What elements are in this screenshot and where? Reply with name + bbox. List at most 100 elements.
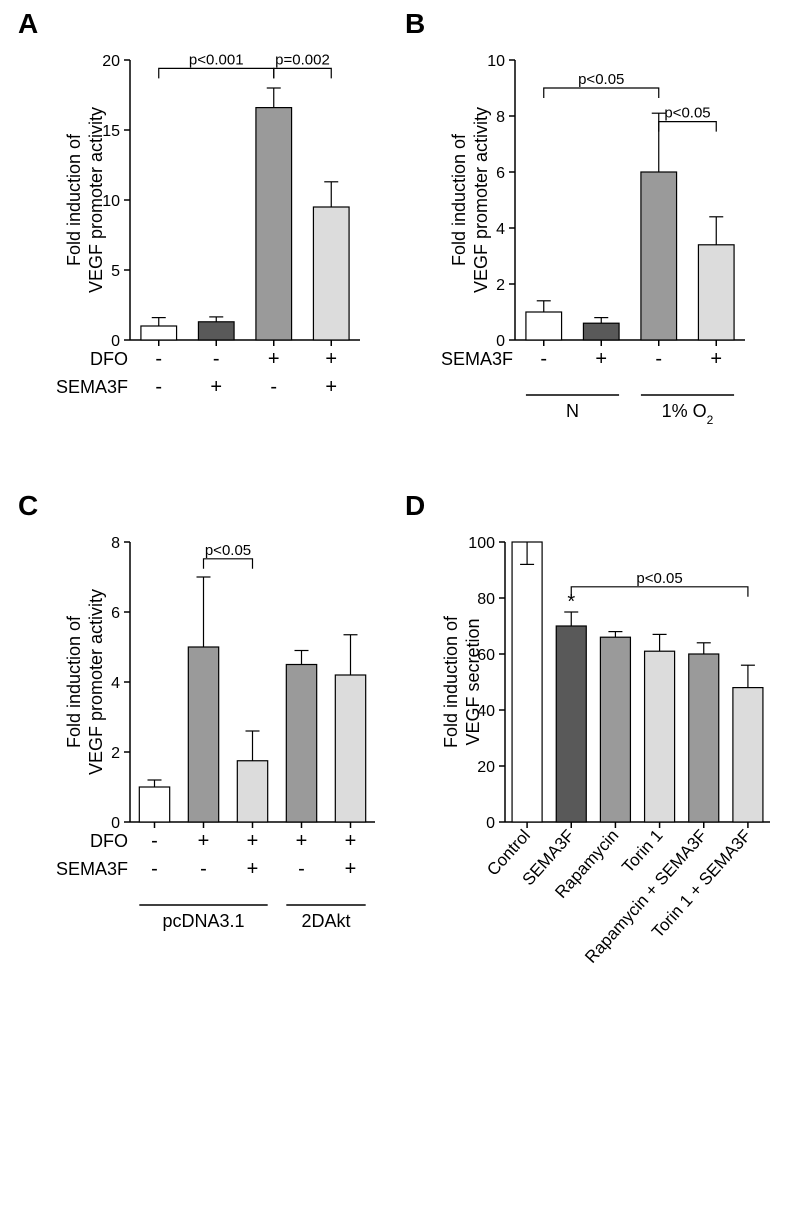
panel-b-ylabel1: Fold induction of (449, 133, 469, 266)
svg-text:-: - (151, 830, 158, 852)
panel-d-ylabel2: VEGF secretion (463, 618, 483, 745)
figure: A 05101520 p<0.001p=0.002 Fold induction… (0, 0, 787, 1226)
panel-a-yticks: 05101520 (102, 53, 130, 350)
svg-text:DFO: DFO (90, 831, 128, 851)
svg-text:+: + (345, 858, 357, 880)
panel-d-plot: 020406080100 * p<0.05 ControlSEMA3FRapam… (468, 535, 770, 967)
svg-text:+: + (247, 830, 259, 852)
panel-a-ylabel1: Fold induction of (64, 133, 84, 266)
panel-b-sig: p<0.05 p<0.05 (544, 71, 717, 132)
svg-text:-: - (655, 348, 662, 370)
panel-c: 02468 p<0.05 Fold induction of VEGF prom… (40, 512, 385, 992)
svg-text:5: 5 (111, 263, 120, 280)
svg-text:10: 10 (487, 53, 505, 70)
panel-c-label: C (18, 490, 38, 522)
svg-text:2: 2 (496, 277, 505, 294)
bar (198, 322, 234, 340)
svg-text:DFO: DFO (90, 349, 128, 369)
svg-text:2: 2 (111, 745, 120, 762)
svg-text:20: 20 (477, 759, 495, 776)
panel-b-groups: N1% O2 (526, 395, 734, 427)
svg-text:p=0.002: p=0.002 (275, 51, 330, 68)
svg-text:0: 0 (111, 333, 120, 350)
svg-text:+: + (268, 348, 280, 370)
panel-c-plot: 0 2 4 6 8 p<0.05 (111, 535, 375, 832)
panel-d-svg: 020406080100 * p<0.05 ControlSEMA3FRapam… (425, 512, 780, 1212)
svg-text:p<0.05: p<0.05 (636, 570, 682, 587)
panel-b: 0246810 p<0.05p<0.05 Fold induction of V… (425, 30, 765, 460)
svg-text:0: 0 (111, 815, 120, 832)
panel-a-plot: 05101520 p<0.001p=0.002 (102, 51, 360, 350)
panel-a: 05101520 p<0.001p=0.002 Fold induction o… (40, 30, 380, 460)
bar (256, 108, 292, 340)
panel-b-plot: 0246810 p<0.05p<0.05 (487, 53, 745, 350)
panel-c-groups: pcDNA3.1 2DAkt (139, 905, 365, 931)
panel-d-ylabel1: Fold induction of (441, 615, 461, 748)
panel-c-sig: p<0.05 (204, 542, 253, 569)
svg-text:p<0.05: p<0.05 (664, 105, 710, 122)
bar (141, 326, 177, 340)
panel-b-yticks: 0246810 (487, 53, 515, 350)
panel-b-ylabel2: VEGF promoter activity (471, 107, 491, 293)
bar (335, 675, 365, 822)
svg-text:8: 8 (496, 109, 505, 126)
svg-text:4: 4 (111, 675, 120, 692)
svg-text:+: + (198, 830, 210, 852)
svg-text:4: 4 (496, 221, 505, 238)
bar (645, 651, 675, 822)
panel-c-ylabel1: Fold induction of (64, 615, 84, 748)
svg-text:p<0.05: p<0.05 (578, 71, 624, 88)
svg-text:pcDNA3.1: pcDNA3.1 (162, 911, 244, 931)
svg-text:-: - (151, 858, 158, 880)
svg-text:-: - (540, 348, 547, 370)
svg-text:+: + (595, 348, 607, 370)
svg-text:20: 20 (102, 53, 120, 70)
bar (641, 172, 677, 340)
panel-c-rows: DFO-++++SEMA3F--+-+ (56, 830, 356, 880)
bar (139, 787, 169, 822)
panel-a-rows: DFO--++SEMA3F-+-+ (56, 348, 337, 398)
panel-a-svg: 05101520 p<0.001p=0.002 Fold induction o… (40, 30, 380, 460)
bar (286, 665, 316, 823)
svg-text:+: + (325, 376, 337, 398)
bar (583, 323, 619, 340)
svg-text:-: - (213, 348, 220, 370)
bar (689, 654, 719, 822)
svg-text:80: 80 (477, 591, 495, 608)
bar (512, 542, 542, 822)
panel-b-rows: SEMA3F-+-+ (441, 348, 722, 370)
panel-d-sig: p<0.05 (571, 570, 748, 597)
svg-text:SEMA3F: SEMA3F (56, 377, 128, 397)
svg-text:100: 100 (468, 535, 495, 552)
svg-text:2DAkt: 2DAkt (301, 911, 350, 931)
bar (556, 626, 586, 822)
bar (526, 312, 562, 340)
panel-a-ylabel2: VEGF promoter activity (86, 107, 106, 293)
bar (188, 647, 218, 822)
svg-text:8: 8 (111, 535, 120, 552)
panel-b-svg: 0246810 p<0.05p<0.05 Fold induction of V… (425, 30, 765, 460)
svg-text:-: - (200, 858, 207, 880)
svg-text:+: + (296, 830, 308, 852)
svg-text:-: - (298, 858, 305, 880)
panel-d-label: D (405, 490, 425, 522)
svg-text:p<0.001: p<0.001 (189, 51, 244, 68)
svg-text:p<0.05: p<0.05 (205, 542, 251, 559)
bar (237, 761, 267, 822)
svg-text:+: + (210, 376, 222, 398)
bar (600, 637, 630, 822)
svg-text:+: + (325, 348, 337, 370)
svg-text:-: - (270, 376, 277, 398)
bar (313, 207, 349, 340)
panel-a-sig: p<0.001 p=0.002 (159, 51, 332, 78)
panel-c-bars (139, 577, 365, 828)
svg-text:-: - (155, 376, 162, 398)
svg-text:6: 6 (496, 165, 505, 182)
svg-text:SEMA3F: SEMA3F (441, 349, 513, 369)
svg-text:6: 6 (111, 605, 120, 622)
panel-c-yticks: 0 2 4 6 8 (111, 535, 130, 832)
panel-c-svg: 02468 p<0.05 Fold induction of VEGF prom… (40, 512, 385, 992)
bar (698, 245, 734, 340)
panel-b-label: B (405, 8, 425, 40)
panel-a-bars (141, 88, 349, 346)
